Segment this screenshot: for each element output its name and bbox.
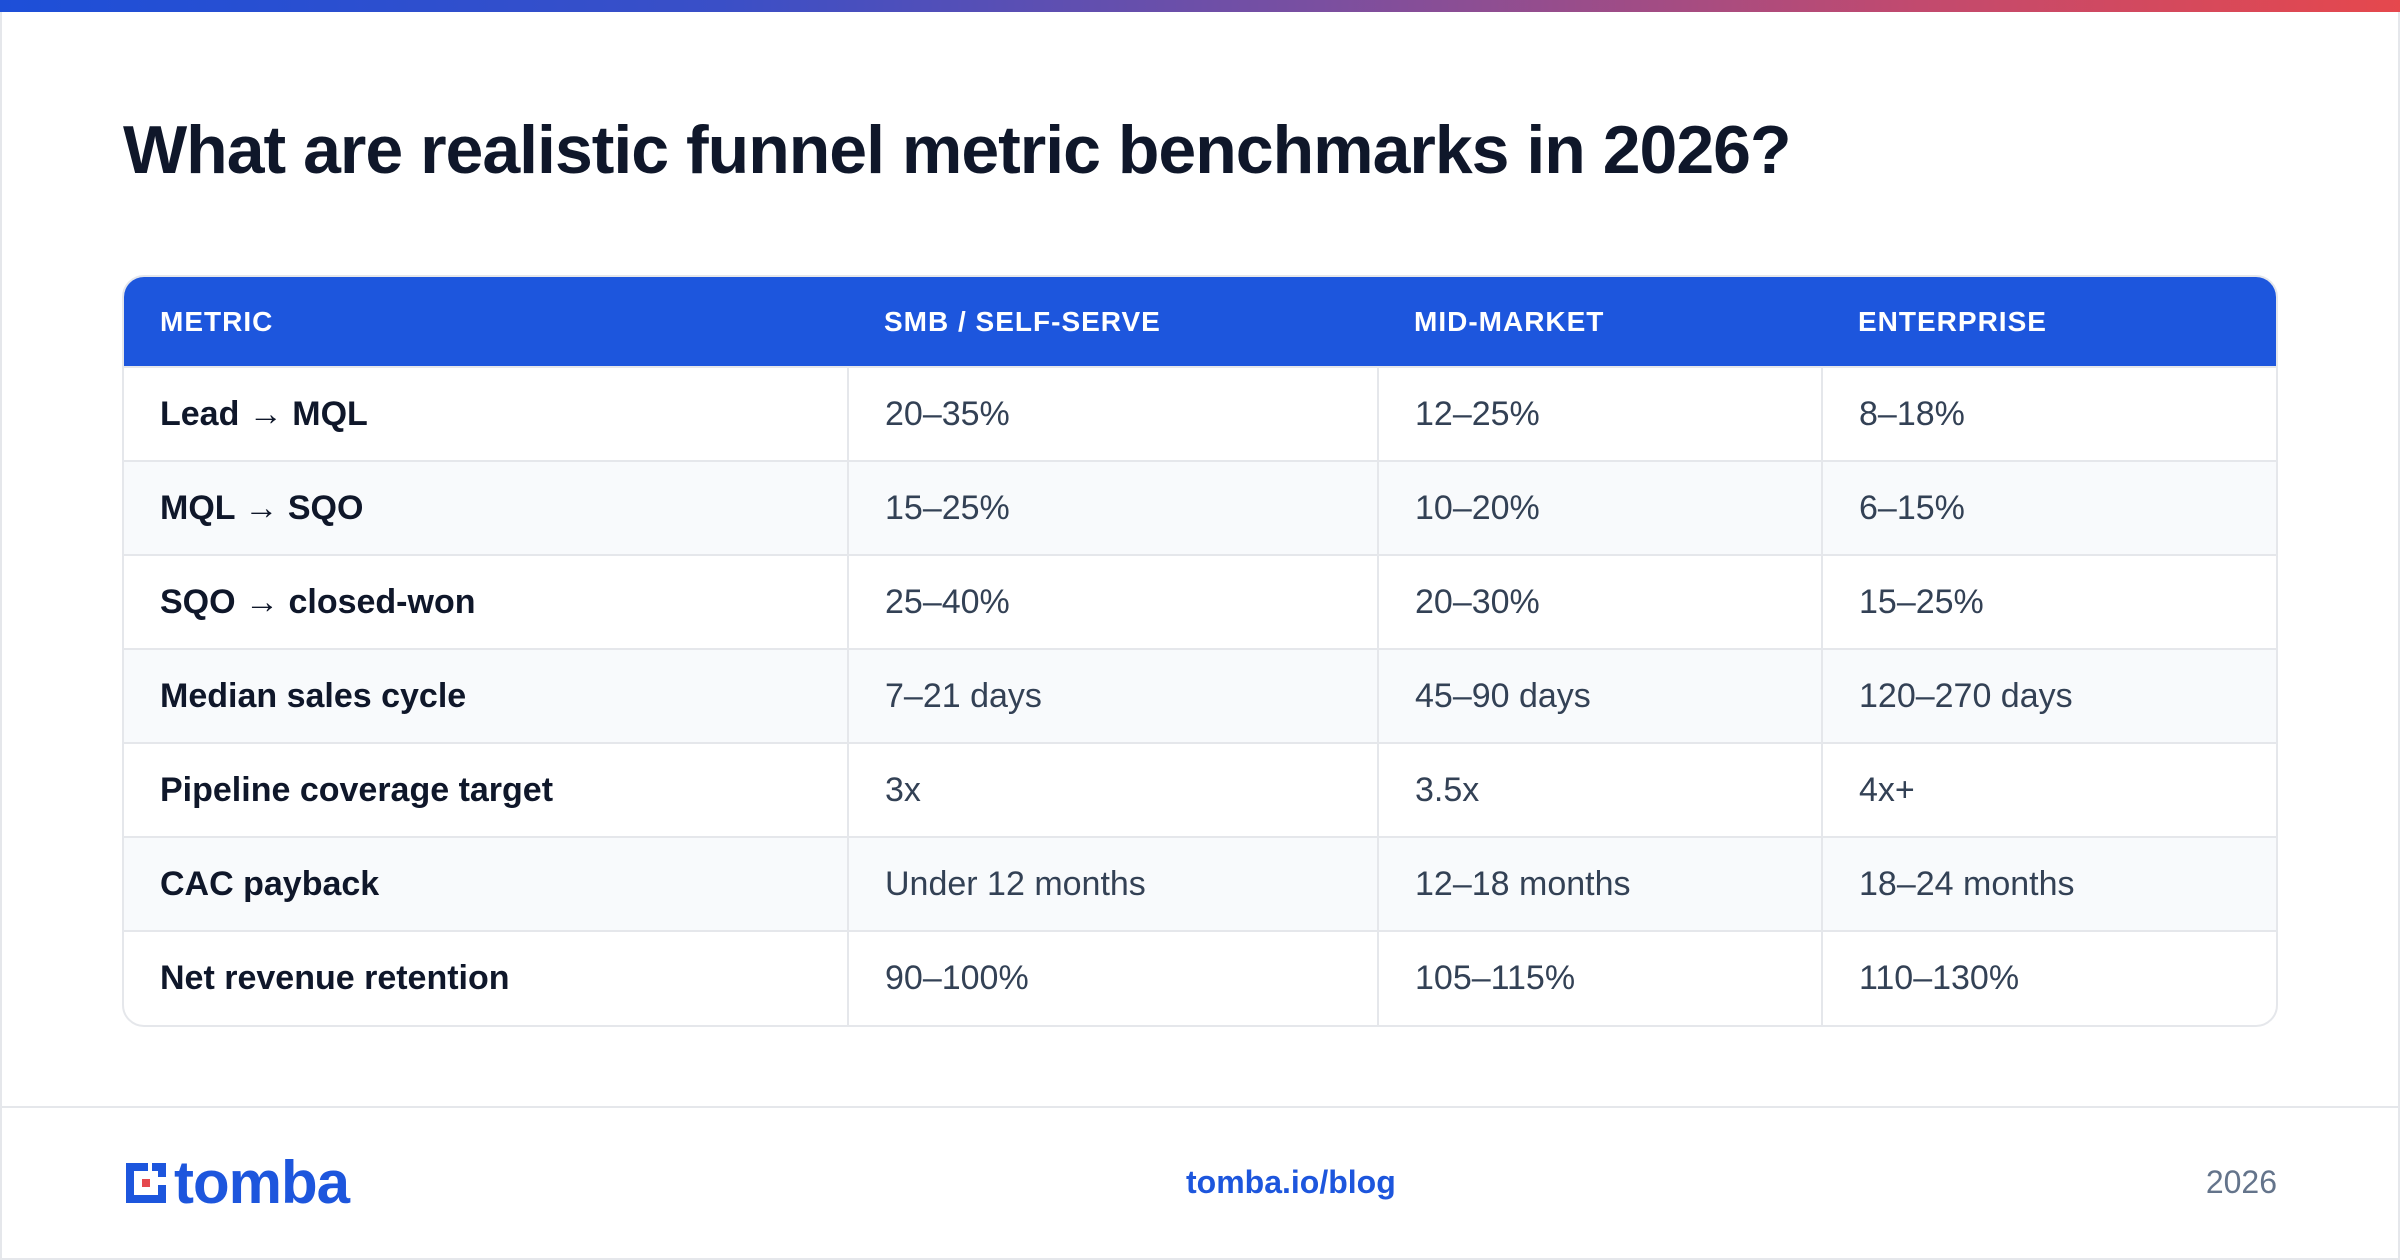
mid-market-cell: 12–18 months (1377, 836, 1822, 931)
footer-divider (0, 1106, 2400, 1108)
column-header-mid-market: MID-MARKET (1414, 305, 1605, 337)
enterprise-cell: 6–15% (1821, 460, 2276, 555)
metric-cell: Net revenue retention (124, 930, 848, 1025)
mid-market-cell: 105–115% (1377, 930, 1822, 1025)
smb-cell: 15–25% (847, 460, 1378, 555)
column-header-smb: SMB / SELF-SERVE (884, 305, 1161, 337)
enterprise-cell: 4x+ (1821, 742, 2276, 837)
enterprise-cell: 18–24 months (1821, 836, 2276, 931)
footer-year: 2026 (2205, 1164, 2277, 1200)
smb-cell: 3x (847, 742, 1378, 837)
metric-cell: CAC payback (124, 836, 848, 931)
table-row: Net revenue retention 90–100% 105–115% 1… (124, 930, 2276, 1025)
metric-cell: MQL → SQO (124, 460, 848, 555)
mid-market-cell: 10–20% (1377, 460, 1822, 555)
table-row: MQL → SQO 15–25% 10–20% 6–15% (124, 460, 2276, 555)
benchmarks-table: METRIC SMB / SELF-SERVE MID-MARKET ENTER… (122, 275, 2278, 1027)
logo-wordmark: tomba (174, 1149, 350, 1216)
table-row: CAC payback Under 12 months 12–18 months… (124, 836, 2276, 931)
tomba-logo[interactable]: tomba (122, 1149, 350, 1216)
table-row: Pipeline coverage target 3x 3.5x 4x+ (124, 742, 2276, 837)
enterprise-cell: 15–25% (1821, 554, 2276, 649)
enterprise-cell: 110–130% (1821, 930, 2276, 1025)
mid-market-cell: 12–25% (1377, 366, 1822, 461)
table-row: Median sales cycle 7–21 days 45–90 days … (124, 648, 2276, 743)
page-title: What are realistic funnel metric benchma… (123, 112, 1792, 188)
smb-cell: 7–21 days (847, 648, 1378, 743)
table-row: Lead → MQL 20–35% 12–25% 8–18% (124, 366, 2276, 461)
enterprise-cell: 120–270 days (1821, 648, 2276, 743)
metric-cell: Lead → MQL (124, 366, 848, 461)
table-row: SQO → closed-won 25–40% 20–30% 15–25% (124, 554, 2276, 649)
tomba-logo-icon (126, 1163, 166, 1203)
metric-cell: Median sales cycle (124, 648, 848, 743)
column-header-enterprise: ENTERPRISE (1858, 305, 2047, 337)
gradient-top-bar (0, 0, 2400, 12)
mid-market-cell: 3.5x (1377, 742, 1822, 837)
mid-market-cell: 45–90 days (1377, 648, 1822, 743)
smb-cell: 90–100% (847, 930, 1378, 1025)
smb-cell: Under 12 months (847, 836, 1378, 931)
metric-cell: SQO → closed-won (124, 554, 848, 649)
smb-cell: 25–40% (847, 554, 1378, 649)
mid-market-cell: 20–30% (1377, 554, 1822, 649)
metric-cell: Pipeline coverage target (124, 742, 848, 837)
column-header-metric: METRIC (160, 305, 274, 337)
smb-cell: 20–35% (847, 366, 1378, 461)
blog-link[interactable]: tomba.io/blog (1186, 1164, 1396, 1200)
table-header-row: METRIC SMB / SELF-SERVE MID-MARKET ENTER… (124, 277, 2276, 367)
enterprise-cell: 8–18% (1821, 366, 2276, 461)
